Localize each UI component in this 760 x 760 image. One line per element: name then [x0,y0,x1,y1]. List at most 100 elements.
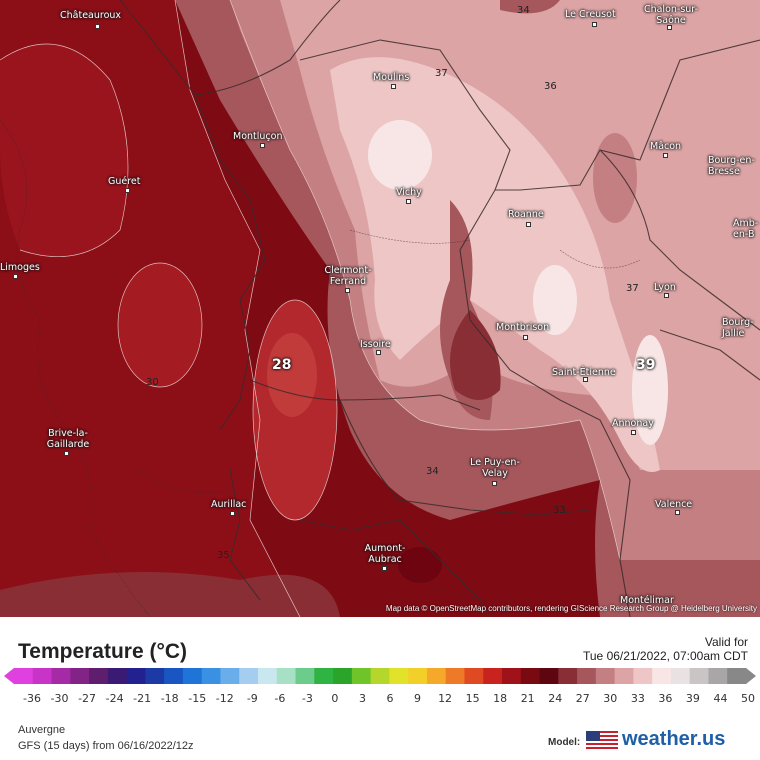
scale-tick-label: -27 [78,692,96,704]
model-label: Model: [548,737,581,748]
scale-swatch [201,668,221,684]
scale-swatch [595,668,616,684]
scale-swatch [314,668,334,684]
city-label-saint-etienne[interactable]: Saint-Étienne [552,367,616,378]
scale-tick-label: -15 [188,692,206,704]
isoline-label: 34 [517,5,530,16]
city-dot [667,25,672,30]
isoline-label: 34 [426,466,439,477]
color-scale: -36 -30 -27 -24 -21 -18 -15 -12 -9 -6 -3 0 3 6 9 12 15 18… [4,668,756,704]
scale-swatch [32,668,53,684]
city-label-montelimar[interactable]: Montélimar [620,595,674,606]
city-dot [631,430,636,435]
scale-swatch [351,668,372,684]
city-label-montlucon[interactable]: Montluçon [233,131,283,142]
city-label-valence[interactable]: Valence [655,499,693,510]
scale-swatch [577,668,597,684]
city-label-bourg-en-bresse[interactable]: Bourg-en-Bresse [708,155,755,177]
scale-swatch [727,668,747,684]
city-label-gueret[interactable]: Guéret [108,176,141,187]
city-label-aumont-aubrac[interactable]: Aumont-Aubrac [364,543,406,565]
city-dot [663,153,668,158]
city-label-montbrison[interactable]: Montbrison [496,322,550,333]
brand-logo[interactable]: weather.us [622,728,726,750]
city-dot [95,24,100,29]
isoline-label: 36 [544,81,557,92]
scale-swatch [539,668,559,684]
scale-tick-label: 9 [414,692,421,704]
city-dot [583,377,588,382]
map-attribution: Map data © OpenStreetMap contributors, r… [385,604,757,613]
city-label-amberieu[interactable]: Amb-en-B [733,218,759,240]
scale-swatch [445,668,465,684]
scale-tick-label: -3 [302,692,313,704]
city-label-limoges[interactable]: Limoges [0,262,40,273]
scale-tick-label: -21 [133,692,151,704]
scale-arrow-low [4,668,14,684]
city-label-aurillac[interactable]: Aurillac [211,499,247,510]
max-value-label[interactable]: 39 [636,357,656,373]
scale-swatch [408,668,428,684]
map-canvas [0,0,760,617]
city-dot [406,199,411,204]
model-run-info: GFS (15 days) from 06/16/2022/12z [18,740,194,752]
scale-tick-label: 33 [631,692,645,704]
city-label-annonay[interactable]: Annonay [612,418,654,429]
scale-swatch [239,668,259,684]
city-label-issoire[interactable]: Issoire [360,339,391,350]
city-label-moulins[interactable]: Moulins [373,72,410,83]
scale-swatch [520,668,541,684]
city-label-brive-la-gaillarde[interactable]: Brive-la-Gaillarde [46,428,90,450]
scale-tick-label: 21 [521,692,535,704]
city-label-chalon-sur-saone[interactable]: Chalon-sur-Saône [643,4,699,26]
scale-swatch [670,668,691,684]
city-dot [345,288,350,293]
scale-swatch [633,668,653,684]
city-label-clermont-ferrand[interactable]: Clermont-Ferrand [324,265,372,287]
scale-swatch [708,668,728,684]
city-label-le-creusot[interactable]: Le Creusot [565,9,616,20]
city-dot [376,350,381,355]
city-label-le-puy-en-velay[interactable]: Le Puy-en-Velay [470,457,520,479]
scale-tick-label: 27 [576,692,590,704]
scale-tick-label: 39 [686,692,700,704]
scale-swatch [126,668,146,684]
city-label-bourgoin-jallieu[interactable]: Bourg-Jallie [722,317,754,339]
region-name: Auvergne [18,724,66,736]
us-flag-icon [586,731,618,751]
scale-swatch [14,668,34,684]
legend-panel [0,617,760,760]
isoline-label: 33 [553,505,566,516]
city-dot [664,293,669,298]
city-dot [230,511,235,516]
city-dot [526,222,531,227]
scale-tick-label: 3 [359,692,366,704]
scale-swatch [164,668,184,684]
city-label-roanne[interactable]: Roanne [508,209,544,220]
scale-tick-label: -18 [161,692,179,704]
scale-tick-label: 24 [548,692,562,704]
scale-swatch [295,668,315,684]
city-label-chateauroux[interactable]: Châteauroux [60,10,122,21]
scale-tick-label: -36 [23,692,41,704]
scale-tick-label: 36 [658,692,672,704]
city-label-macon[interactable]: Mâcon [650,141,682,152]
scale-swatch [502,668,522,684]
city-dot [492,481,497,486]
scale-swatch [689,668,709,684]
valid-for-label: Valid for [704,635,748,649]
city-label-vichy[interactable]: Vichy [396,187,422,198]
city-dot [64,451,69,456]
valid-time: Tue 06/21/2022, 07:00am CDT [583,649,748,663]
scale-swatch [220,668,240,684]
isoline-label: 35 [217,550,230,561]
temperature-map[interactable] [0,0,760,617]
max-value-label[interactable]: 28 [272,357,292,373]
scale-tick-label: -24 [106,692,124,704]
scale-swatch [89,668,109,684]
scale-swatch [182,668,203,684]
city-dot [13,274,18,279]
isoline-label: 37 [626,283,639,294]
city-label-lyon[interactable]: Lyon [654,282,676,293]
scale-swatch [389,668,409,684]
